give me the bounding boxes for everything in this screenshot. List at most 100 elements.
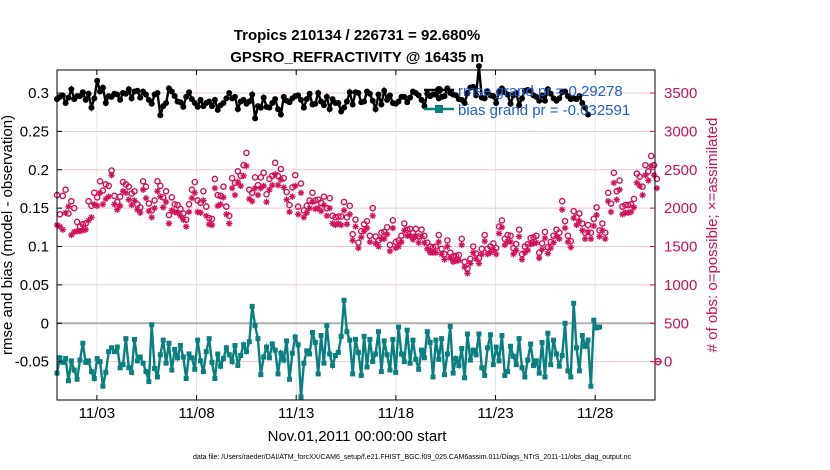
bias-point: [327, 351, 333, 357]
obs-possible-point: [556, 229, 563, 236]
rmse-point: [507, 100, 514, 107]
bias-point: [551, 337, 557, 343]
obs-possible-point: [593, 204, 600, 211]
obs-assimilated-point: [467, 260, 474, 267]
obs-possible-point: [79, 220, 87, 228]
obs-assimilated-point: [211, 184, 219, 192]
y-left-tick-label: 0.2: [28, 162, 49, 179]
bias-point: [442, 372, 448, 378]
obs-assimilated-point: [564, 238, 572, 246]
rmse-point: [343, 98, 350, 105]
obs-possible-point: [73, 218, 81, 226]
bias-point: [350, 371, 356, 377]
obs-possible-point: [653, 175, 661, 183]
rmse-point: [59, 92, 66, 99]
obs-possible-point: [139, 177, 147, 185]
obs-assimilated-point: [162, 198, 170, 206]
bias-point: [175, 355, 181, 361]
rmse-point: [82, 96, 89, 103]
obs-assimilated-point: [292, 182, 299, 190]
rmse-point: [99, 84, 106, 91]
bias-point: [146, 379, 152, 385]
obs-possible-point: [68, 197, 75, 205]
obs-assimilated-point: [415, 239, 422, 246]
obs-assimilated-point: [93, 202, 101, 210]
obs-assimilated-point: [596, 233, 603, 240]
obs-possible-point: [154, 177, 161, 185]
obs-assimilated-point: [639, 191, 646, 199]
y-left-tick-label: -0.05: [15, 354, 49, 371]
obs-possible-point: [202, 203, 210, 210]
obs-possible-point: [599, 220, 606, 227]
obs-possible-point: [62, 186, 69, 194]
obs-assimilated-point: [475, 260, 483, 267]
rmse-point: [157, 112, 164, 119]
obs-assimilated-point: [409, 236, 417, 243]
bias-point: [126, 365, 132, 371]
bias-point: [536, 370, 542, 376]
rmse-point: [91, 95, 98, 102]
bias-point: [123, 336, 129, 342]
rmse-point: [536, 97, 543, 104]
rmse-point: [585, 111, 592, 118]
bias-point: [413, 356, 419, 362]
obs-possible-point: [223, 203, 230, 210]
obs-possible-point: [481, 231, 488, 239]
obs-assimilated-point: [604, 198, 612, 205]
obs-possible-point: [435, 231, 443, 239]
chart-title: Tropics 210134 / 226731 = 92.680%: [234, 27, 480, 44]
bias-point: [246, 339, 252, 345]
obs-possible-point: [165, 211, 173, 219]
obs-assimilated-point: [481, 237, 488, 245]
rmse-point: [346, 89, 353, 96]
obs-possible-point: [558, 197, 566, 205]
rmse-point: [341, 104, 348, 111]
bias-point: [378, 369, 384, 375]
bias-point: [255, 336, 261, 342]
bias-point: [533, 358, 539, 364]
bias-point: [261, 354, 267, 360]
legend-bias-label: bias grand pr = -0.032591: [458, 102, 630, 119]
obs-possible-point: [168, 194, 176, 201]
rmse-point: [186, 89, 193, 96]
rmse-point: [395, 98, 402, 105]
obs-possible-point: [297, 180, 305, 187]
obs-possible-point: [243, 149, 250, 157]
bias-point: [218, 363, 224, 369]
obs-possible-point: [234, 168, 242, 175]
bias-point: [542, 374, 548, 380]
rmse-point: [562, 88, 569, 95]
obs-assimilated-point: [490, 246, 497, 253]
obs-assimilated-point: [567, 244, 575, 251]
obs-possible-point: [214, 191, 222, 199]
bias-point: [212, 376, 218, 382]
bias-point: [530, 362, 536, 368]
bias-point: [393, 369, 399, 375]
bias-point: [298, 394, 304, 400]
bias-point: [473, 352, 479, 358]
obs-possible-point: [277, 165, 285, 173]
y-right-tick-label: 1000: [664, 277, 697, 294]
rmse-point: [142, 91, 149, 98]
obs-assimilated-point: [82, 226, 89, 233]
obs-assimilated-point: [461, 264, 468, 271]
bias-point: [103, 369, 109, 375]
rmse-point: [544, 86, 551, 93]
bias-point: [528, 341, 534, 347]
bias-point: [232, 343, 238, 349]
obs-assimilated-point: [558, 206, 566, 213]
bias-point: [502, 372, 508, 378]
bias-point: [223, 345, 229, 351]
obs-possible-point: [636, 173, 643, 180]
bias-point: [370, 359, 376, 365]
bias-point: [433, 337, 439, 343]
bias-point: [467, 357, 473, 363]
y-right-axis-label: # of obs: o=possible; ×=assimilated: [704, 118, 721, 353]
bias-point: [309, 329, 315, 335]
bias-point: [335, 349, 341, 355]
obs-assimilated-point: [131, 197, 138, 204]
obs-possible-point: [96, 177, 104, 185]
rmse-point: [125, 86, 132, 93]
obs-possible-point: [309, 189, 316, 197]
